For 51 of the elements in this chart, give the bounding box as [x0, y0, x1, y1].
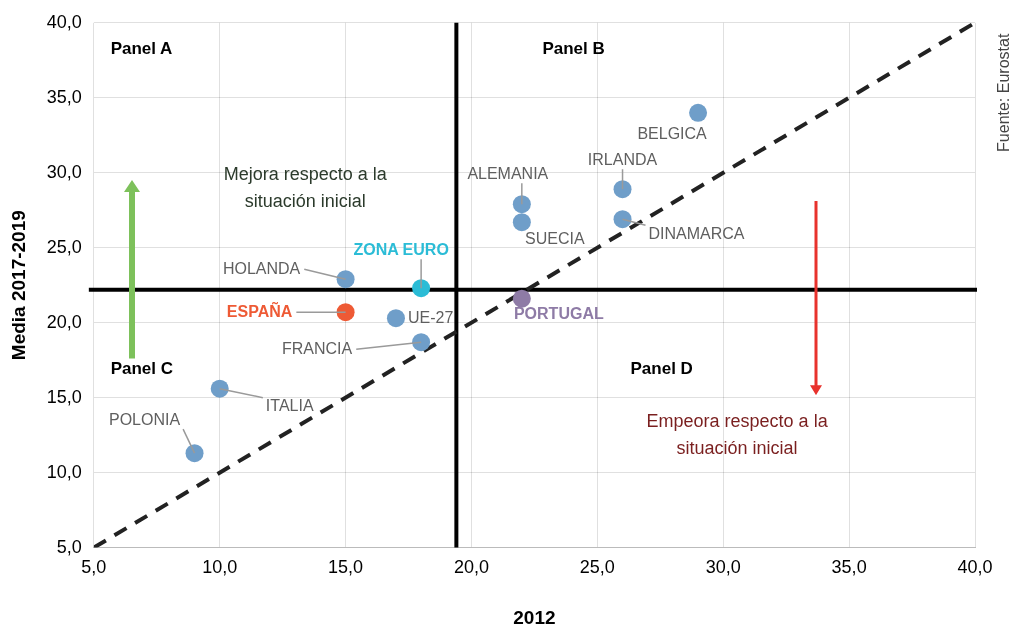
point	[512, 213, 531, 232]
y-tick-label: 20,0	[46, 311, 82, 332]
series-label: IRLANDA	[587, 150, 658, 168]
x-axis-title: 2012	[513, 606, 556, 628]
annotation: Panel B	[542, 38, 605, 58]
point	[336, 270, 355, 289]
series-label: PORTUGAL	[513, 305, 604, 323]
y-tick-label: 30,0	[46, 161, 82, 182]
point	[386, 309, 405, 328]
point	[412, 279, 431, 298]
annotation: Panel D	[630, 358, 693, 378]
series-label: POLONIA	[108, 410, 181, 428]
point	[613, 180, 632, 199]
annotation: Empeora respecto a la situación inicial	[646, 410, 829, 458]
annotation: Panel A	[110, 38, 173, 58]
annotation: Mejora respecto a la situación inicial	[223, 163, 388, 211]
point	[512, 195, 531, 214]
text: ITALIA	[265, 397, 314, 415]
series-label: BELGICA	[637, 125, 708, 143]
point	[512, 289, 531, 308]
y-tick-label: 5,0	[56, 536, 82, 557]
text: ZONA EURO	[353, 240, 449, 258]
series-label: SUECIA	[525, 229, 585, 247]
y-tick-label: 40,0	[46, 11, 82, 32]
x-tick-label: 20,0	[453, 557, 489, 578]
point	[336, 303, 355, 322]
point	[613, 210, 632, 229]
y-tick-label: 15,0	[46, 386, 82, 407]
series-label: UE-27	[407, 308, 454, 326]
text: HOLANDA	[222, 259, 301, 277]
annotation: Panel C	[110, 358, 173, 378]
x-tick-label: 30,0	[705, 557, 741, 578]
point	[412, 333, 431, 352]
x-tick-label: 10,0	[202, 557, 238, 578]
point	[689, 103, 708, 122]
text: FRANCIA	[282, 339, 353, 357]
point	[210, 379, 229, 398]
x-tick-label: 25,0	[579, 557, 615, 578]
x-tick-label: 35,0	[831, 557, 867, 578]
series-label: ALEMANIA	[467, 164, 549, 182]
point	[185, 444, 204, 463]
x-tick-label: 15,0	[328, 557, 364, 578]
source-note: Fuente: Eurostat	[995, 33, 1013, 152]
series-label: DINAMARCA	[648, 224, 745, 242]
x-tick-label: 40,0	[957, 557, 993, 578]
text: ESPAÑA	[226, 300, 293, 320]
y-axis-title: Media 2017-2019	[7, 210, 29, 361]
y-tick-label: 35,0	[46, 86, 82, 107]
y-tick-label: 25,0	[46, 236, 82, 257]
y-tick-label: 10,0	[46, 461, 82, 482]
x-tick-label: 5,0	[81, 557, 107, 578]
